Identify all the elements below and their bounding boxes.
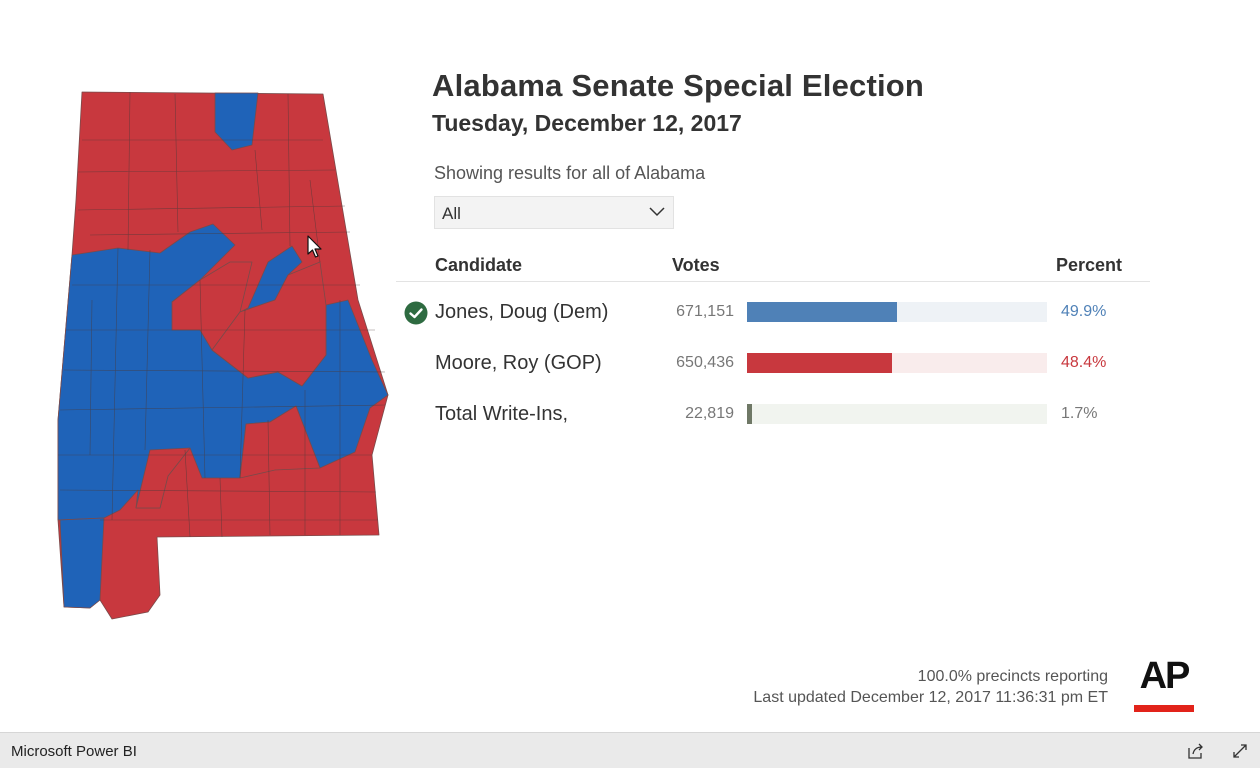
map-region-dem[interactable]	[214, 92, 259, 151]
vote-percent: 1.7%	[1061, 405, 1098, 422]
votes-header: Votes	[672, 255, 720, 275]
candidate-name: Jones, Doug (Dem)	[435, 301, 609, 323]
power-bi-brand[interactable]: Microsoft Power BI	[11, 743, 137, 760]
percent-header: Percent	[1056, 255, 1123, 275]
vote-bar-fill	[747, 404, 753, 424]
map-region-gop[interactable]	[239, 405, 321, 479]
header-divider	[396, 281, 1150, 282]
ap-logo: AP	[1134, 655, 1194, 715]
vote-bar-fill	[747, 353, 893, 373]
dropdown-value: All	[442, 204, 461, 223]
chevron-down-icon	[649, 207, 665, 217]
vote-bar-fill	[747, 302, 897, 322]
table-row[interactable]: Moore, Roy (GOP) 650,436 48.4%	[0, 344, 1260, 384]
candidate-name: Total Write-Ins,	[435, 403, 568, 425]
candidate-header: Candidate	[435, 255, 523, 275]
last-updated: Last updated December 12, 2017 11:36:31 …	[753, 689, 1108, 706]
ap-logo-text: AP	[1139, 655, 1191, 697]
vote-bar-track	[747, 404, 1047, 424]
vote-bar-track	[747, 302, 1047, 322]
vote-percent: 49.9%	[1061, 303, 1107, 320]
vote-bar-track	[747, 353, 1047, 373]
table-row[interactable]: Total Write-Ins, 22,819 1.7%	[0, 395, 1260, 435]
map-region-dem[interactable]	[59, 517, 105, 609]
winner-check-icon	[404, 301, 428, 325]
map-region-gop[interactable]	[135, 447, 191, 509]
report-title: Alabama Senate Special Election	[432, 68, 925, 103]
region-dropdown[interactable]: All	[434, 196, 674, 229]
ap-logo-bar	[1134, 705, 1194, 712]
candidate-name: Moore, Roy (GOP)	[435, 352, 602, 374]
map-region-gop[interactable]	[211, 261, 327, 387]
table-row[interactable]: Jones, Doug (Dem) 671,151 49.9%	[0, 293, 1260, 333]
alabama-county-map[interactable]	[50, 85, 395, 625]
share-icon[interactable]	[1187, 742, 1205, 760]
status-bar: Microsoft Power BI	[0, 732, 1260, 768]
report-subtitle: Tuesday, December 12, 2017	[432, 110, 742, 136]
mouse-cursor-icon	[307, 235, 322, 258]
filter-label: Showing results for all of Alabama	[434, 163, 706, 183]
vote-count: 671,151	[676, 303, 734, 320]
vote-count: 22,819	[685, 405, 734, 422]
expand-icon[interactable]	[1231, 742, 1249, 760]
precincts-reporting: 100.0% precincts reporting	[917, 668, 1108, 685]
vote-count: 650,436	[676, 354, 734, 371]
vote-percent: 48.4%	[1061, 354, 1107, 371]
